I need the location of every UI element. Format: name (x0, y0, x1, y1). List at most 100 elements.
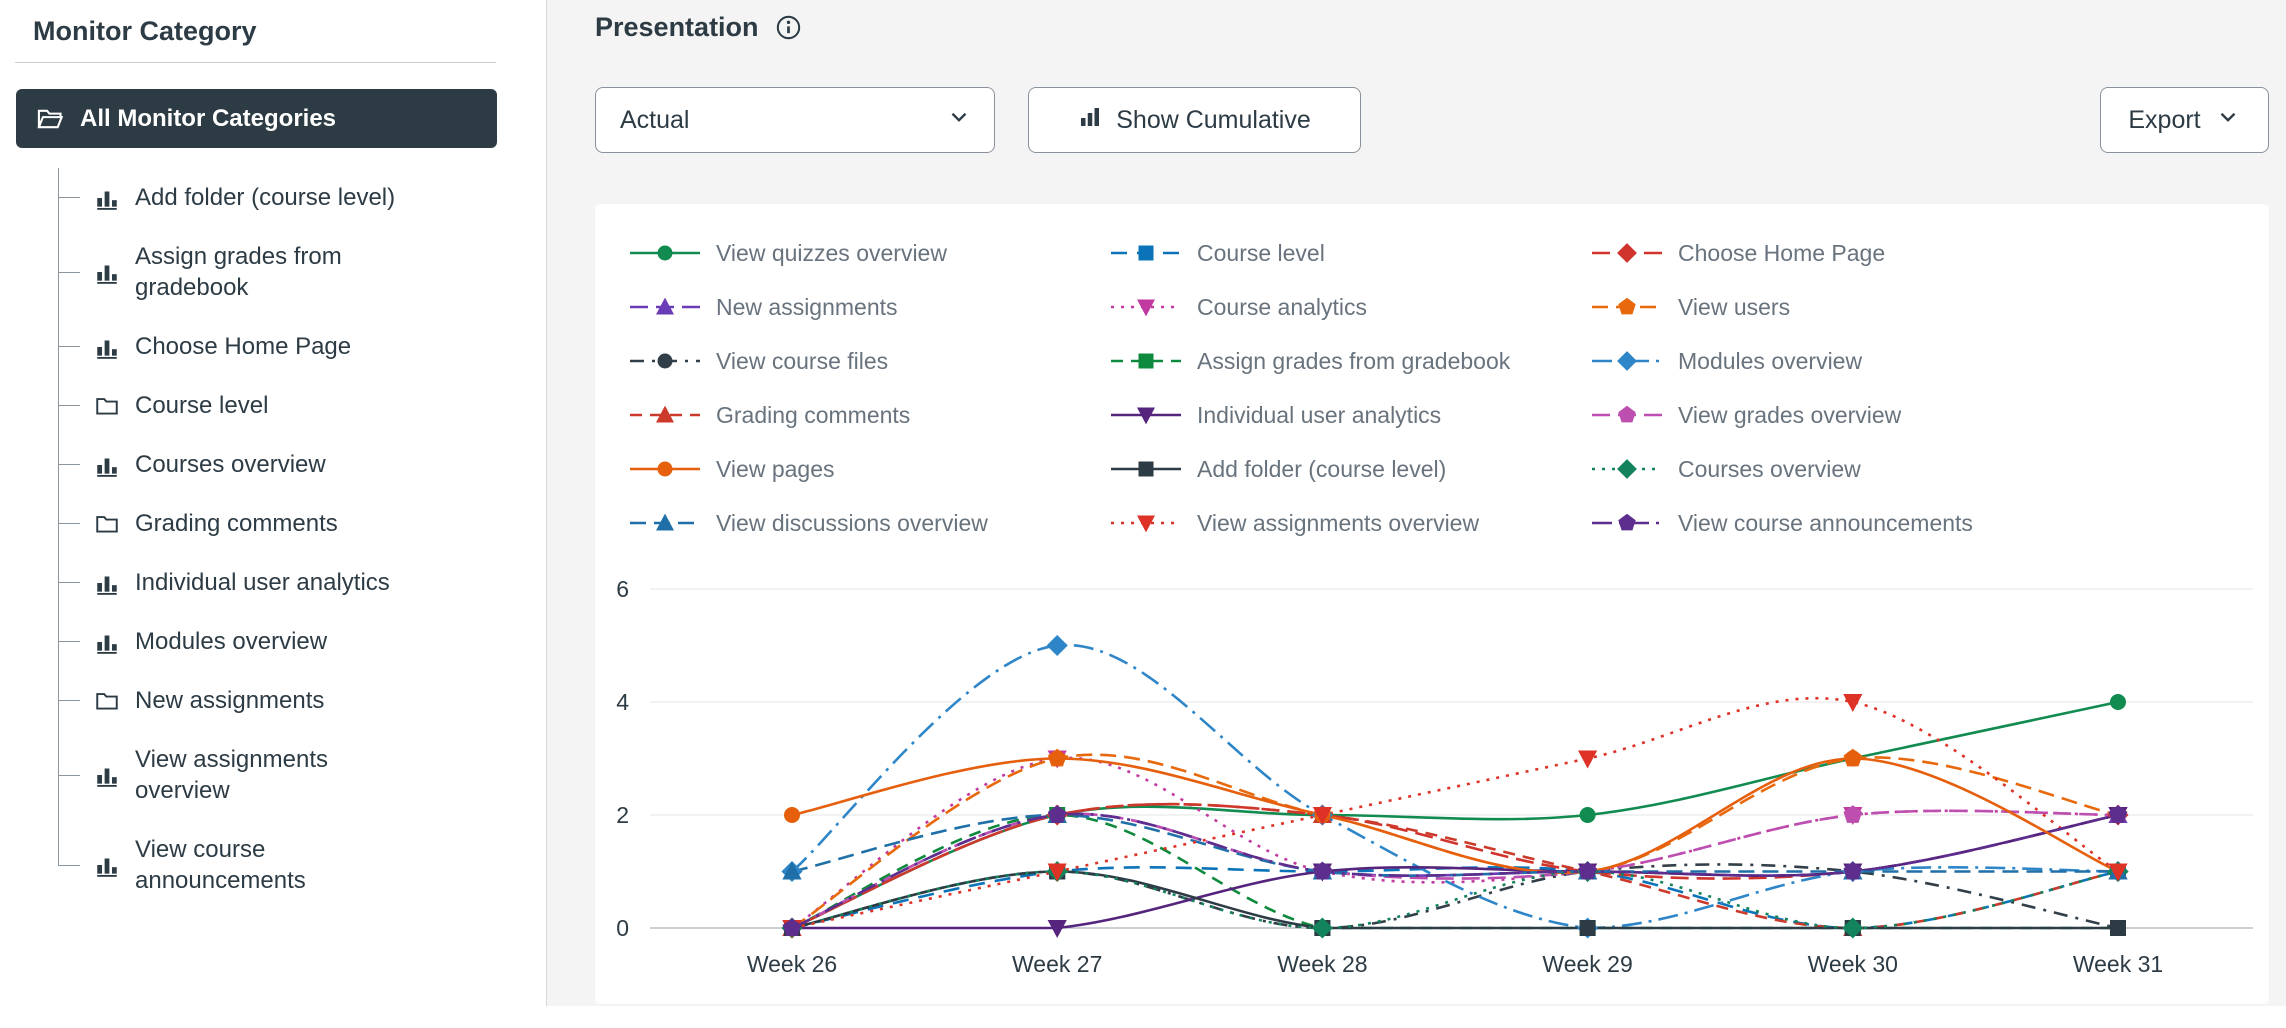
series-marker-view-pages (1844, 750, 1861, 767)
legend-item-new-assignments: New assignments (630, 294, 1111, 321)
legend-line-marker (630, 297, 700, 315)
tree-connector (58, 700, 80, 701)
legend-label: Grading comments (716, 401, 911, 428)
bar-chart-icon (94, 762, 120, 788)
legend-label: View course announcements (1678, 509, 1973, 536)
legend-item-grading-comments: Grading comments (630, 402, 1111, 429)
sidebar-divider (15, 62, 496, 63)
sidebar-item-label: Choose Home Page (135, 333, 352, 360)
sidebar-item-courses-overview[interactable]: Courses overview (58, 435, 546, 494)
series-line-view-course-announcements (791, 812, 2119, 930)
sidebar-item-choose-home-page[interactable]: Choose Home Page (58, 317, 546, 376)
legend-line-marker (630, 353, 700, 369)
legend-item-course-level: Course level (1111, 240, 1592, 267)
legend-label: View quizzes overview (716, 239, 947, 266)
legend-label: Individual user analytics (1197, 401, 1442, 428)
legend-label: View users (1678, 293, 1791, 320)
sidebar: Monitor Category All Monitor Categories … (0, 0, 547, 1006)
legend-item-choose-home-page: Choose Home Page (1592, 240, 2073, 267)
legend-line-marker (1592, 297, 1662, 315)
legend-line-marker (1111, 245, 1181, 261)
legend-label: Choose Home Page (1678, 239, 1886, 266)
sidebar-item-label: Modules overview (135, 628, 328, 655)
legend-line-marker (630, 405, 700, 423)
bar-chart-icon (94, 185, 120, 211)
tree-connector (58, 197, 80, 198)
series-marker-view-quizzes-overview (2110, 694, 2126, 710)
legend-label: View course files (716, 347, 889, 374)
bar-chart-icon (94, 259, 120, 285)
series-marker-courses-overview (1311, 917, 1333, 939)
monitor-category-tree: Add folder (course level) Assign grades f… (58, 168, 546, 910)
series-marker-view-course-announcements (1578, 861, 1597, 880)
legend-label: Add folder (course level) (1197, 455, 1447, 482)
legend-label: Course level (1197, 239, 1325, 266)
svg-text:0: 0 (616, 915, 629, 941)
sidebar-item-modules-overview[interactable]: Modules overview (58, 612, 546, 671)
tree-connector (58, 641, 80, 642)
series-marker-view-assignments-overview (1843, 694, 1863, 712)
show-cumulative-button[interactable]: Show Cumulative (1028, 87, 1361, 153)
sidebar-item-label: Individual user analytics (135, 569, 390, 596)
legend-item-view-discussions-overview: View discussions overview (630, 510, 1111, 537)
legend-line-marker (630, 245, 700, 261)
series-marker-view-assignments-overview (1578, 750, 1598, 769)
legend-item-view-users: View users (1592, 294, 2073, 321)
series-line-add-folder-course-level (791, 870, 2118, 930)
series-marker-view-grades-overview (1843, 805, 1863, 823)
legend-item-modules-overview: Modules overview (1592, 348, 2073, 375)
sidebar-item-label: View course announcements (135, 836, 306, 894)
sidebar-item-course-level[interactable]: Course level (58, 376, 546, 435)
series-marker-view-course-announcements (1843, 861, 1863, 880)
series-line-view-pages (791, 757, 2119, 874)
sidebar-item-label: Assign grades from gradebook (135, 243, 342, 301)
bar-chart-icon (94, 852, 120, 878)
sidebar-title: Monitor Category (33, 16, 257, 46)
series-marker-view-quizzes-overview (1579, 807, 1596, 823)
svg-text:6: 6 (616, 576, 629, 602)
series-marker-modules-overview (1046, 634, 1068, 657)
series-marker-view-pages (784, 807, 800, 823)
svg-text:Week 30: Week 30 (1808, 951, 1898, 977)
legend-label: Course analytics (1197, 293, 1368, 320)
sidebar-item-add-folder-course-level[interactable]: Add folder (course level) (58, 168, 546, 227)
series-marker-add-folder-course-level (1579, 920, 1596, 936)
presentation-select[interactable]: Actual (595, 87, 995, 153)
series-line-view-assignments-overview (791, 697, 2119, 930)
info-icon[interactable] (775, 14, 802, 41)
legend-line-marker (1111, 407, 1181, 425)
legend-item-view-quizzes-overview: View quizzes overview (630, 240, 1111, 267)
sidebar-item-all-monitor-categories[interactable]: All Monitor Categories (16, 89, 497, 148)
bar-chart-icon (94, 334, 120, 360)
legend-line-marker (1111, 353, 1181, 369)
sidebar-item-assign-grades-from-gradebook[interactable]: Assign grades from gradebook (58, 227, 546, 317)
sidebar-item-individual-user-analytics[interactable]: Individual user analytics (58, 553, 546, 612)
folder-icon (94, 393, 120, 419)
series-marker-view-assignments-overview (2108, 863, 2128, 882)
series-line-courses-overview (791, 870, 2119, 930)
tree-connector (58, 582, 80, 583)
sidebar-item-view-course-announcements[interactable]: View course announcements (58, 820, 546, 910)
bar-chart-icon (94, 452, 120, 478)
svg-text:Week 29: Week 29 (1542, 951, 1632, 977)
sidebar-item-new-assignments[interactable]: New assignments (58, 671, 546, 730)
show-cumulative-label: Show Cumulative (1116, 105, 1311, 134)
legend-line-marker (1592, 459, 1662, 479)
tree-connector (58, 774, 80, 776)
legend-item-assign-grades-from-gradebook: Assign grades from gradebook (1111, 348, 1592, 375)
series-marker-view-course-announcements (782, 918, 802, 936)
legend-line-marker (1592, 513, 1662, 531)
page-header: Presentation (595, 12, 802, 43)
svg-text:Week 26: Week 26 (747, 951, 837, 977)
legend-label: New assignments (716, 293, 898, 320)
series-marker-view-course-announcements (1313, 861, 1332, 880)
legend-item-course-analytics: Course analytics (1111, 294, 1592, 321)
legend-label: Courses overview (1678, 455, 1861, 482)
bar-chart-icon (94, 570, 120, 596)
sidebar-item-view-assignments-overview[interactable]: View assignments overview (58, 730, 546, 820)
sidebar-item-grading-comments[interactable]: Grading comments (58, 494, 546, 553)
legend-line-marker (1592, 405, 1662, 423)
sidebar-item-label: Add folder (course level) (135, 184, 396, 211)
export-button[interactable]: Export (2100, 87, 2269, 153)
